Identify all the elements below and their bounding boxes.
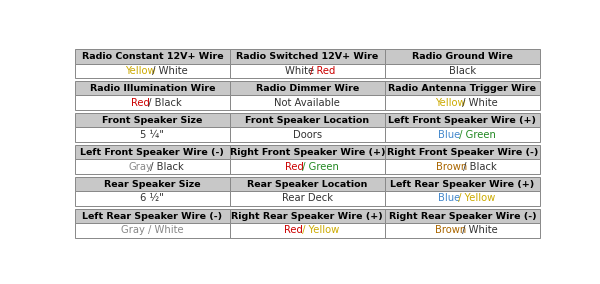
Bar — [75, 145, 230, 159]
Text: Rear Speaker Location: Rear Speaker Location — [247, 180, 367, 189]
Bar — [230, 49, 385, 64]
Text: / White: / White — [459, 98, 498, 108]
Text: White: White — [285, 66, 317, 76]
Text: Gray: Gray — [129, 162, 153, 172]
Text: Blue: Blue — [438, 193, 460, 203]
Bar — [75, 177, 230, 191]
Text: Blue: Blue — [438, 130, 461, 139]
Bar — [230, 159, 385, 174]
Bar — [75, 49, 230, 64]
Text: Red: Red — [131, 98, 150, 108]
Text: Radio Switched 12V+ Wire: Radio Switched 12V+ Wire — [236, 52, 379, 61]
Text: / White: / White — [149, 66, 188, 76]
Bar — [75, 191, 230, 206]
Bar — [385, 177, 540, 191]
Text: Brown: Brown — [436, 162, 467, 172]
Text: Right Front Speaker Wire (-): Right Front Speaker Wire (-) — [386, 148, 538, 157]
Text: Brown: Brown — [435, 225, 466, 235]
Bar — [230, 177, 385, 191]
Bar — [75, 159, 230, 174]
Text: Gray / White: Gray / White — [121, 225, 184, 235]
Text: / Green: / Green — [455, 130, 496, 139]
Text: 5 ¼": 5 ¼" — [140, 130, 164, 139]
Text: / Yellow: / Yellow — [299, 225, 339, 235]
Text: Front Speaker Location: Front Speaker Location — [245, 116, 370, 125]
Text: / White: / White — [460, 225, 498, 235]
Text: Rear Deck: Rear Deck — [282, 193, 333, 203]
Bar — [230, 128, 385, 142]
Bar — [75, 113, 230, 128]
Bar — [230, 191, 385, 206]
Text: Radio Constant 12V+ Wire: Radio Constant 12V+ Wire — [82, 52, 223, 61]
Text: Front Speaker Size: Front Speaker Size — [102, 116, 203, 125]
Bar — [385, 145, 540, 159]
Bar — [385, 81, 540, 95]
Text: / Green: / Green — [299, 162, 339, 172]
Text: Right Front Speaker Wire (+): Right Front Speaker Wire (+) — [230, 148, 385, 157]
Text: Left Front Speaker Wire (-): Left Front Speaker Wire (-) — [80, 148, 224, 157]
Bar — [230, 223, 385, 237]
Text: / Black: / Black — [145, 98, 182, 108]
Bar — [385, 223, 540, 237]
Text: Radio Antenna Trigger Wire: Radio Antenna Trigger Wire — [388, 84, 536, 93]
Text: Radio Dimmer Wire: Radio Dimmer Wire — [256, 84, 359, 93]
Text: / Black: / Black — [148, 162, 184, 172]
Text: Rear Speaker Size: Rear Speaker Size — [104, 180, 201, 189]
Bar — [230, 145, 385, 159]
Text: / Red: / Red — [310, 66, 335, 76]
Text: Left Rear Speaker Wire (-): Left Rear Speaker Wire (-) — [82, 212, 223, 221]
Text: Doors: Doors — [293, 130, 322, 139]
Bar — [385, 113, 540, 128]
Text: Right Rear Speaker Wire (-): Right Rear Speaker Wire (-) — [389, 212, 536, 221]
Bar — [75, 95, 230, 110]
Text: Radio Illumination Wire: Radio Illumination Wire — [89, 84, 215, 93]
Bar — [385, 128, 540, 142]
Bar — [75, 128, 230, 142]
Text: Not Available: Not Available — [274, 98, 340, 108]
Text: Black: Black — [449, 66, 476, 76]
Text: Left Rear Speaker Wire (+): Left Rear Speaker Wire (+) — [390, 180, 535, 189]
Bar — [75, 209, 230, 223]
Text: Left Front Speaker Wire (+): Left Front Speaker Wire (+) — [388, 116, 536, 125]
Text: Yellow: Yellow — [436, 98, 466, 108]
Text: Radio Ground Wire: Radio Ground Wire — [412, 52, 513, 61]
Bar — [230, 81, 385, 95]
Bar — [385, 209, 540, 223]
Text: / Black: / Black — [460, 162, 497, 172]
Bar — [75, 64, 230, 78]
Bar — [385, 49, 540, 64]
Bar — [385, 159, 540, 174]
Text: Red: Red — [284, 162, 304, 172]
Bar — [385, 191, 540, 206]
Bar — [75, 81, 230, 95]
Bar — [230, 64, 385, 78]
Bar — [75, 223, 230, 237]
Bar — [230, 209, 385, 223]
Text: 6 ½": 6 ½" — [140, 193, 164, 203]
Bar — [230, 95, 385, 110]
Bar — [385, 95, 540, 110]
Text: Yellow: Yellow — [125, 66, 156, 76]
Text: Red: Red — [284, 225, 303, 235]
Text: Right Rear Speaker Wire (+): Right Rear Speaker Wire (+) — [232, 212, 383, 221]
Text: / Yellow: / Yellow — [455, 193, 496, 203]
Bar — [230, 113, 385, 128]
Bar — [385, 64, 540, 78]
